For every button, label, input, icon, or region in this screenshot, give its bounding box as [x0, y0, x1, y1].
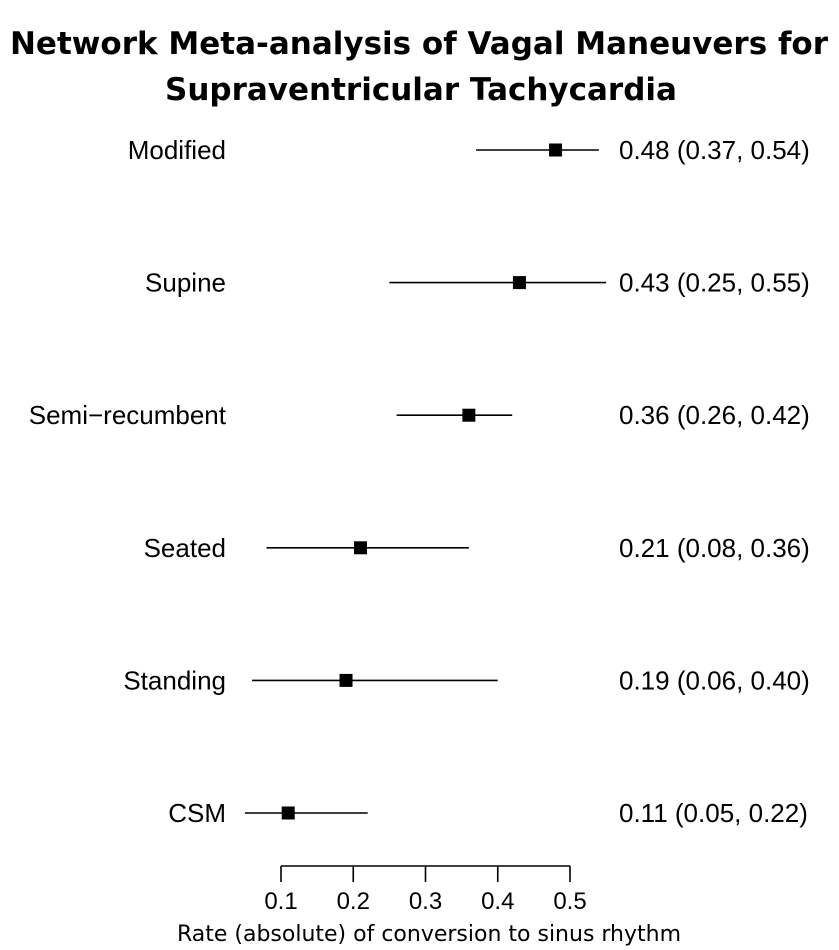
- point-estimate: [281, 806, 295, 820]
- point-estimate: [353, 541, 367, 555]
- forest-row: Modified 0.48 (0.37, 0.54): [128, 135, 810, 165]
- forest-row: Standing 0.19 (0.06, 0.40): [123, 665, 809, 695]
- forest-row: Semi−recumbent 0.36 (0.26, 0.42): [29, 400, 810, 430]
- row-label: Semi−recumbent: [29, 400, 227, 430]
- x-tick-label: 0.2: [337, 888, 370, 915]
- chart-title-line-2: Supraventricular Tachycardia: [165, 72, 677, 108]
- ci-text: 0.48 (0.37, 0.54): [619, 135, 810, 165]
- ci-text: 0.11 (0.05, 0.22): [619, 798, 808, 828]
- forest-rows: Modified 0.48 (0.37, 0.54) Supine 0.43 (0.2…: [29, 135, 810, 828]
- row-label: Seated: [144, 533, 226, 563]
- x-tick-label: 0.3: [409, 888, 442, 915]
- point-estimate: [339, 673, 353, 687]
- point-estimate: [512, 276, 526, 290]
- x-tick-label: 0.4: [481, 888, 514, 915]
- chart-title-line-1: Network Meta-analysis of Vagal Maneuvers…: [10, 26, 829, 62]
- row-label: Modified: [128, 135, 226, 165]
- row-label: Supine: [145, 268, 226, 298]
- x-tick-label: 0.1: [264, 888, 297, 915]
- ci-text: 0.21 (0.08, 0.36): [619, 533, 810, 563]
- ci-text: 0.19 (0.06, 0.40): [619, 665, 810, 695]
- forest-row: Seated 0.21 (0.08, 0.36): [144, 533, 810, 563]
- row-label: CSM: [168, 798, 226, 828]
- x-axis: 0.1 0.2 0.3 0.4 0.5: [264, 865, 587, 915]
- point-estimate: [549, 143, 563, 157]
- row-label: Standing: [123, 665, 226, 695]
- x-tick-label: 0.5: [553, 888, 586, 915]
- forest-row: Supine 0.43 (0.25, 0.55): [145, 268, 810, 298]
- forest-row: CSM 0.11 (0.05, 0.22): [168, 798, 808, 828]
- ci-text: 0.36 (0.26, 0.42): [619, 400, 810, 430]
- x-axis-label: Rate (absolute) of conversion to sinus r…: [177, 922, 681, 947]
- point-estimate: [462, 408, 476, 422]
- ci-text: 0.43 (0.25, 0.55): [619, 268, 810, 298]
